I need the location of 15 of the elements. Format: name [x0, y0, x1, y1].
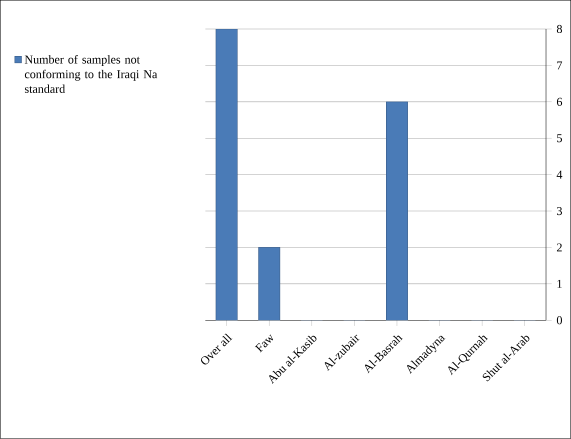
bar — [258, 247, 280, 320]
y-tick-label: 5 — [557, 134, 562, 142]
y-tick-label: 1 — [557, 280, 562, 288]
y-tick-label: 6 — [556, 98, 562, 106]
y-tick-label: 7 — [557, 62, 562, 70]
y-tick-label: 0 — [556, 316, 562, 324]
y-tick-label: 4 — [556, 170, 562, 179]
y-tick-label: 2 — [556, 244, 562, 252]
y-tick-label: 8 — [556, 25, 562, 34]
y-tick-label: 3 — [557, 207, 562, 216]
legend-label: Number of samples not conforming to the Iraqi Na standard — [24, 55, 158, 94]
bar — [386, 102, 408, 320]
x-tick-label: Over all — [201, 334, 232, 365]
bar — [216, 29, 238, 320]
x-tick-label: Faw — [254, 334, 274, 353]
